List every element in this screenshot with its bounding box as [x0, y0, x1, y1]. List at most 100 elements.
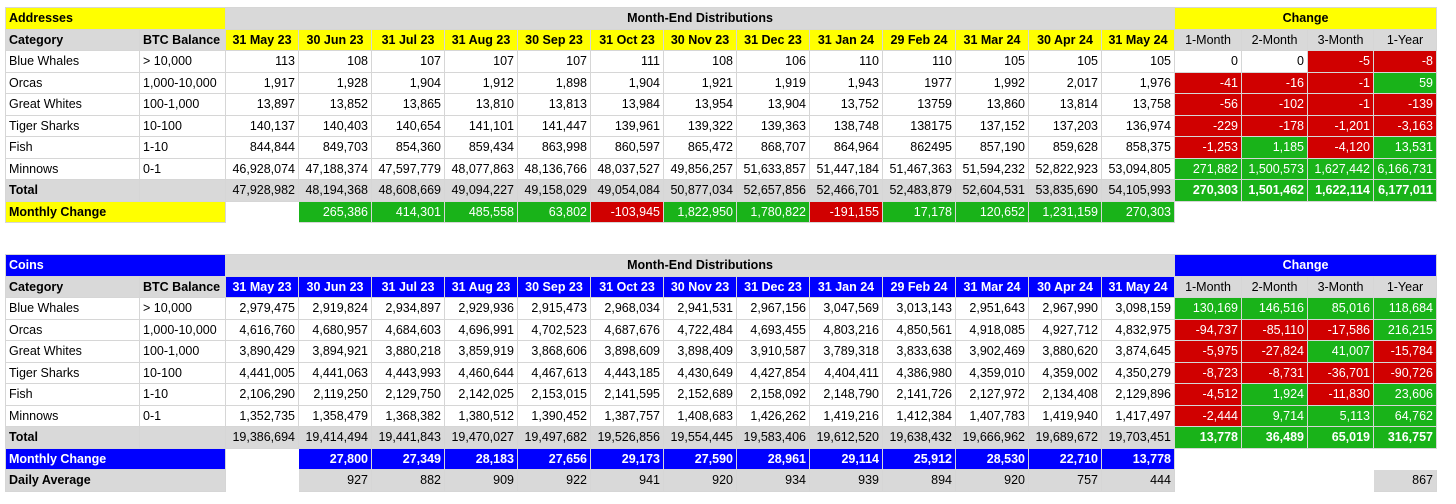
distribution-cell: 4,680,957 — [298, 318, 372, 341]
table-row: Blue Whales > 10,000 2,979,475 2,919,824 2,9… — [5, 297, 1437, 320]
distribution-cell: 4,443,993 — [371, 361, 445, 384]
distribution-cell: 13,810 — [444, 93, 518, 116]
change-cell: -1,253 — [1174, 136, 1242, 159]
btc-balance-label: 10-100 — [139, 361, 226, 384]
balance-header: BTC Balance — [139, 275, 226, 298]
distribution-cell: 53,094,805 — [1101, 157, 1175, 180]
total-cell: 52,657,856 — [736, 179, 810, 202]
category-label: Tiger Sharks — [5, 361, 140, 384]
change-cell: 271,882 — [1174, 157, 1242, 180]
distribution-cell: 1,419,216 — [809, 404, 883, 427]
monthly-change-cell: 29,173 — [590, 447, 664, 470]
distribution-cell: 1,368,382 — [371, 404, 445, 427]
month-header: 31 Jul 23 — [371, 28, 445, 51]
total-cell: 49,158,029 — [517, 179, 591, 202]
total-cell: 19,497,682 — [517, 426, 591, 449]
distribution-cell: 48,037,527 — [590, 157, 664, 180]
monthly-change-cell: 485,558 — [444, 200, 518, 223]
distribution-cell: 13,758 — [1101, 93, 1175, 116]
distribution-cell: 1,358,479 — [298, 404, 372, 427]
change-cell: 130,169 — [1174, 297, 1242, 320]
daily-average-cell: 920 — [663, 469, 737, 492]
change-cell: -8,731 — [1241, 361, 1308, 384]
empty-cell — [1307, 448, 1374, 470]
distribution-cell: 141,101 — [444, 114, 518, 137]
distribution-cell: 1,976 — [1101, 71, 1175, 94]
distribution-cell: 2,967,156 — [736, 297, 810, 320]
btc-balance-label: 1-10 — [139, 136, 226, 159]
total-cell: 48,194,368 — [298, 179, 372, 202]
distribution-cell: 113 — [225, 50, 299, 73]
coins-title: Coins — [5, 254, 226, 277]
change-cell: -1 — [1307, 71, 1374, 94]
distribution-cell: 139,961 — [590, 114, 664, 137]
distribution-cell: 108 — [663, 50, 737, 73]
distribution-cell: 1,943 — [809, 71, 883, 94]
addresses-table: Addresses Month-End Distributions Change… — [5, 7, 1437, 223]
monthly-change-cell: 265,386 — [298, 200, 372, 223]
addresses-title: Addresses — [5, 7, 226, 30]
total-cell: 19,666,962 — [955, 426, 1029, 449]
total-cell: 19,414,494 — [298, 426, 372, 449]
month-header: 31 Jan 24 — [809, 28, 883, 51]
change-header: 1-Month — [1174, 275, 1242, 298]
distribution-cell: 2,152,689 — [663, 383, 737, 406]
distribution-cell: 107 — [444, 50, 518, 73]
monthly-change-cell: 27,800 — [298, 447, 372, 470]
month-header: 31 Oct 23 — [590, 275, 664, 298]
change-cell: 5,113 — [1307, 404, 1374, 427]
change-cell: 1,924 — [1241, 383, 1308, 406]
distribution-cell: 3,013,143 — [882, 297, 956, 320]
distribution-cell: 849,703 — [298, 136, 372, 159]
total-cell: 52,466,701 — [809, 179, 883, 202]
distribution-cell: 868,707 — [736, 136, 810, 159]
total-change-cell: 65,019 — [1307, 426, 1374, 449]
total-cell: 19,470,027 — [444, 426, 518, 449]
distribution-cell: 4,850,561 — [882, 318, 956, 341]
table-row: Tiger Sharks 10-100 140,137 140,403 140,654 1… — [5, 114, 1437, 137]
total-spacer — [139, 179, 226, 202]
distribution-cell: 13,984 — [590, 93, 664, 116]
distribution-cell: 3,047,569 — [809, 297, 883, 320]
month-header: 31 Mar 24 — [955, 275, 1029, 298]
distribution-cell: 108 — [298, 50, 372, 73]
distribution-cell: 2,967,990 — [1028, 297, 1102, 320]
distribution-cell: 138175 — [882, 114, 956, 137]
distribution-cell: 2,158,092 — [736, 383, 810, 406]
table-row: Orcas 1,000-10,000 1,917 1,928 1,904 1,912 1,8… — [5, 71, 1437, 94]
change-cell: -1,201 — [1307, 114, 1374, 137]
total-cell: 19,583,406 — [736, 426, 810, 449]
table-row: Great Whites 100-1,000 3,890,429 3,894,921 3… — [5, 340, 1437, 363]
total-change-cell: 316,757 — [1373, 426, 1437, 449]
distribution-cell: 2,127,972 — [955, 383, 1029, 406]
month-header: 29 Feb 24 — [882, 28, 956, 51]
category-header: Category — [5, 28, 140, 51]
distribution-cell: 2,129,896 — [1101, 383, 1175, 406]
distribution-cell: 136,974 — [1101, 114, 1175, 137]
empty-cell — [1174, 469, 1242, 491]
change-cell: -1 — [1307, 93, 1374, 116]
category-header: Category — [5, 275, 140, 298]
month-header: 30 Jun 23 — [298, 275, 372, 298]
distribution-cell: 1,928 — [298, 71, 372, 94]
change-cell: 1,185 — [1241, 136, 1308, 159]
month-header: 30 Apr 24 — [1028, 275, 1102, 298]
change-header: 1-Year — [1373, 275, 1437, 298]
distribution-cell: 2,951,643 — [955, 297, 1029, 320]
monthly-change-cell: 270,303 — [1101, 200, 1175, 223]
distribution-cell: 4,918,085 — [955, 318, 1029, 341]
month-header: 31 May 23 — [225, 275, 299, 298]
coins-header-row: Category BTC Balance 31 May 23 30 Jun 23… — [5, 275, 1437, 298]
distribution-cell: 859,628 — [1028, 136, 1102, 159]
month-header: 29 Feb 24 — [882, 275, 956, 298]
distribution-cell: 51,467,363 — [882, 157, 956, 180]
distribution-cell: 864,964 — [809, 136, 883, 159]
monthly-change-cell: -191,155 — [809, 200, 883, 223]
distribution-cell: 13,752 — [809, 93, 883, 116]
distribution-cell: 2,153,015 — [517, 383, 591, 406]
total-change-cell: 270,303 — [1174, 179, 1242, 202]
distribution-cell: 4,696,991 — [444, 318, 518, 341]
table-row: Orcas 1,000-10,000 4,616,760 4,680,957 4,684… — [5, 318, 1437, 341]
distribution-cell: 3,910,587 — [736, 340, 810, 363]
change-cell: -8,723 — [1174, 361, 1242, 384]
